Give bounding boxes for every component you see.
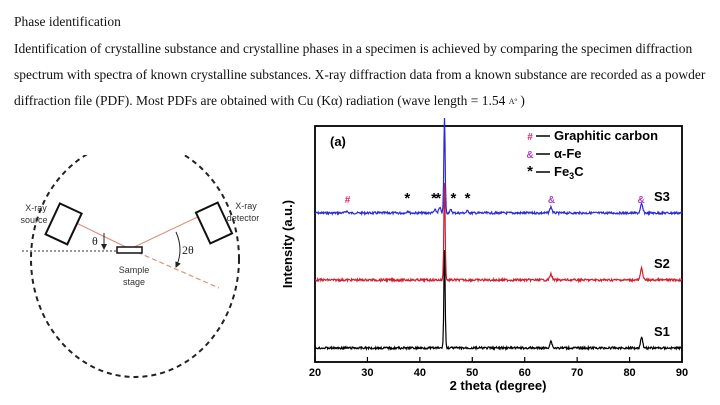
x-tick-label: 60 [519,367,531,379]
peak-annotation: * [450,190,456,207]
series-label-s2: S2 [654,256,670,271]
x-tick-label: 30 [361,367,373,379]
peak-annotation: * [435,190,441,207]
legend-label: α-Fe [554,146,582,161]
x-tick-label: 80 [623,367,635,379]
x-axis-ticks: 20 30 40 50 60 70 80 90 [309,357,688,379]
sample-label-line1: Sample [119,265,150,275]
angstrom-unit: Aº [508,97,517,106]
paragraph-closing: ) [517,93,525,108]
source-label-line2: source [20,215,47,225]
xray-source-box [44,202,83,246]
series-layer: S3 S2 S1 [314,118,683,352]
peak-annotations: #***&**&& [345,190,645,207]
series-label-s1: S1 [654,324,670,339]
legend: # Graphitic carbon & α-Fe * Fe3C [526,128,658,181]
two-theta-arc-arrow [175,231,181,268]
series-line-s1 [314,249,683,352]
sample-label-line2: stage [123,277,145,287]
peak-annotation: & [548,195,555,206]
legend-marker: & [526,150,533,161]
panel-label: (a) [330,134,346,149]
peak-annotation: * [431,190,437,207]
transmitted-beam-dashed [129,248,220,289]
legend-marker: # [527,132,533,143]
x-tick-label: 70 [571,367,583,379]
two-theta-label: 2θ [182,243,194,257]
section-heading: Phase identification [14,14,121,29]
diffracted-beam [129,212,207,250]
x-tick-label: 20 [309,367,321,379]
legend-marker: * [527,163,533,180]
y-axis-label: Intensity (a.u.) [280,200,295,288]
legend-label: Graphitic carbon [554,128,658,143]
xray-detector-box [194,201,234,245]
goniometer-circle [30,155,240,378]
peak-annotation: * [465,190,471,207]
x-tick-label: 40 [414,367,426,379]
theta-label: θ [92,234,98,248]
peak-annotation: * [404,190,410,207]
x-axis-label: 2 theta (degree) [450,378,547,393]
peak-annotation: # [345,195,351,206]
legend-label: Fe3C [554,164,584,181]
xrd-geometry-diagram: X-ray source X-ray detector θ 2θ Sample … [20,155,259,378]
incident-beam [69,219,131,250]
sample-stage [116,246,143,254]
x-tick-label: 50 [466,367,478,379]
series-label-s3: S3 [654,189,670,204]
text-block: Phase identification Identification of c… [14,12,714,115]
series-line-s3 [314,118,683,217]
source-label-line1: X-ray [25,203,47,213]
series-line-s2 [314,182,683,284]
paragraph-text: Identification of crystalline substance … [14,41,706,108]
plot-frame [314,125,683,363]
section-paragraph: Identification of crystalline substance … [14,36,714,115]
detector-label-line1: X-ray [235,201,257,211]
x-tick-label: 90 [676,367,688,379]
detector-label-line2: detector [227,213,259,223]
peak-annotation: & [637,195,644,206]
